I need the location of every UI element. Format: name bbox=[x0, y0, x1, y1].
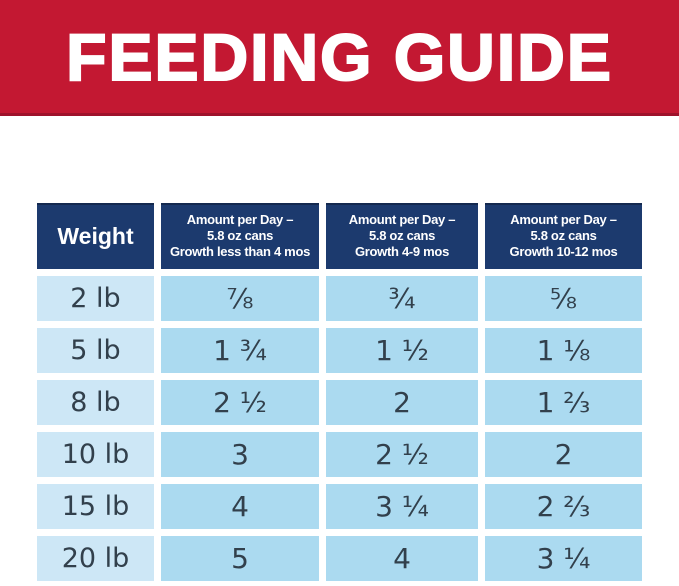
header-line-2: 5.8 oz cans bbox=[206, 228, 274, 243]
weight-cell: 8 lb bbox=[37, 380, 154, 425]
amount-cell: 1 ¾ bbox=[161, 328, 319, 373]
weight-cell: 15 lb bbox=[37, 484, 154, 529]
amount-cell: 2 ½ bbox=[326, 432, 478, 477]
weight-cell: 5 lb bbox=[37, 328, 154, 373]
header-line-2: 5.8 oz cans bbox=[368, 228, 436, 243]
column-header-growth-less-than-4mos: Amount per Day – 5.8 oz cans Growth less… bbox=[161, 203, 319, 269]
amount-cell: 2 ½ bbox=[161, 380, 319, 425]
amount-cell: ¾ bbox=[326, 276, 478, 321]
amount-cell: 4 bbox=[326, 536, 478, 581]
amount-cell: 2 ⅔ bbox=[485, 484, 642, 529]
header-line-1: Amount per Day – bbox=[186, 212, 294, 227]
amount-cell: 1 ⅛ bbox=[485, 328, 642, 373]
amount-cell: 2 bbox=[326, 380, 478, 425]
amount-cell: 1 ⅔ bbox=[485, 380, 642, 425]
column-header-growth-10-12mos: Amount per Day – 5.8 oz cans Growth 10-1… bbox=[485, 203, 642, 269]
header-line-2: 5.8 oz cans bbox=[530, 228, 597, 243]
weight-cell: 2 lb bbox=[37, 276, 154, 321]
header-line-3: Growth less than 4 mos bbox=[169, 244, 311, 259]
weight-column-header: Weight bbox=[37, 203, 154, 269]
amount-cell: 4 bbox=[161, 484, 319, 529]
amount-cell: 3 ¼ bbox=[326, 484, 478, 529]
amount-cell: 5 bbox=[161, 536, 319, 581]
weight-cell: 20 lb bbox=[37, 536, 154, 581]
header-line-1: Amount per Day – bbox=[510, 212, 617, 227]
column-header-growth-4-9mos: Amount per Day – 5.8 oz cans Growth 4-9 … bbox=[326, 203, 478, 269]
page-title: FEEDING GUIDE bbox=[65, 19, 613, 95]
amount-cell: 1 ½ bbox=[326, 328, 478, 373]
header-line-1: Amount per Day – bbox=[348, 212, 456, 227]
header-line-3: Growth 10-12 mos bbox=[509, 244, 618, 259]
feeding-guide-table: Weight Amount per Day – 5.8 oz cans Grow… bbox=[37, 203, 642, 581]
amount-cell: ⅞ bbox=[161, 276, 319, 321]
feeding-guide-banner: FEEDING GUIDE bbox=[0, 0, 679, 116]
amount-cell: ⅝ bbox=[485, 276, 642, 321]
weight-cell: 10 lb bbox=[37, 432, 154, 477]
header-line-3: Growth 4-9 mos bbox=[354, 244, 450, 259]
weight-header-label: Weight bbox=[57, 222, 134, 249]
amount-cell: 3 bbox=[161, 432, 319, 477]
amount-cell: 3 ¼ bbox=[485, 536, 642, 581]
amount-cell: 2 bbox=[485, 432, 642, 477]
